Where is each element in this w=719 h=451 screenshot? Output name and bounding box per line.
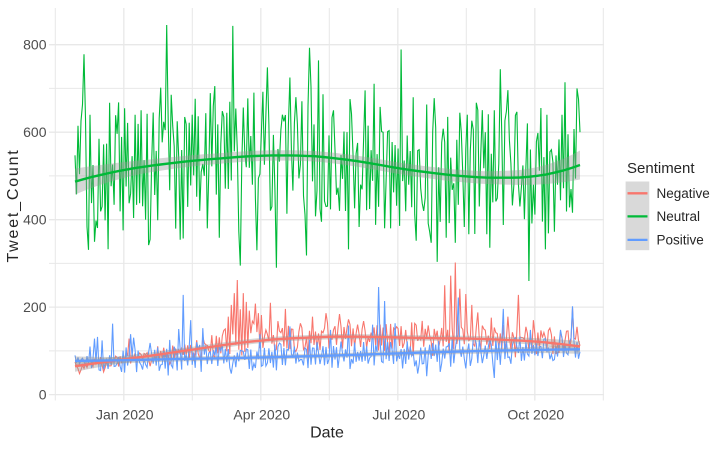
svg-text:600: 600 bbox=[23, 124, 47, 140]
svg-text:800: 800 bbox=[23, 37, 47, 53]
svg-text:Jan 2020: Jan 2020 bbox=[96, 407, 154, 423]
svg-text:Sentiment: Sentiment bbox=[627, 160, 695, 177]
svg-text:0: 0 bbox=[39, 387, 47, 403]
svg-text:Neutral: Neutral bbox=[657, 209, 701, 224]
svg-text:Negative: Negative bbox=[657, 186, 710, 201]
svg-text:Apr 2020: Apr 2020 bbox=[233, 407, 290, 423]
svg-text:Oct 2020: Oct 2020 bbox=[507, 407, 564, 423]
svg-text:Positive: Positive bbox=[657, 232, 704, 247]
svg-text:Jul 2020: Jul 2020 bbox=[372, 407, 425, 423]
svg-text:200: 200 bbox=[23, 299, 47, 315]
svg-text:400: 400 bbox=[23, 212, 47, 228]
svg-text:Date: Date bbox=[310, 425, 344, 442]
svg-text:Tweet_Count: Tweet_Count bbox=[5, 148, 22, 262]
